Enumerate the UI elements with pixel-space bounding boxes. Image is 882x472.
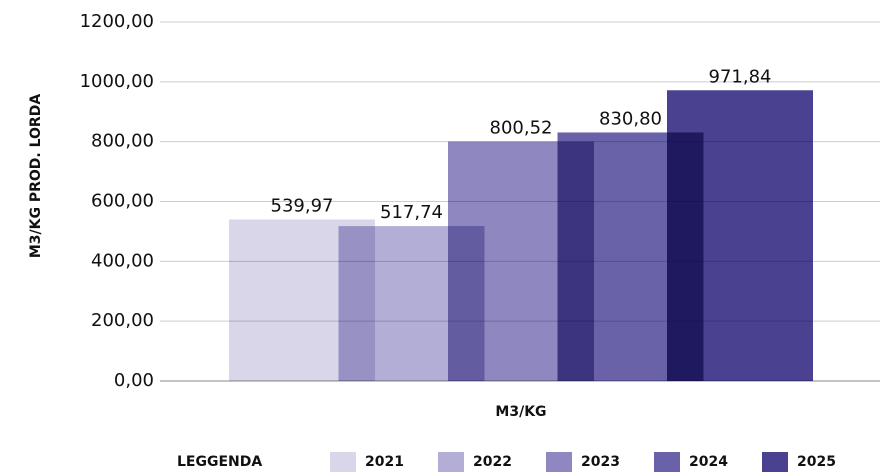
bar [667,90,813,381]
y-tick-label: 400,00 [91,250,154,271]
y-tick-label: 800,00 [91,131,154,152]
legend-label: 2025 [797,454,836,470]
y-axis-title: M3/KG PROD. LORDA [28,94,44,258]
x-tick-label: M3/KG [495,404,546,420]
legend-swatch [654,452,680,472]
value-label: 517,74 [380,202,443,223]
legend-label: 2023 [581,454,620,470]
y-tick-label: 1000,00 [80,71,154,92]
legend-swatch [438,452,464,472]
y-tick-label: 0,00 [114,370,154,391]
value-label: 800,52 [490,118,553,139]
legend-swatch [762,452,788,472]
legend-label: 2021 [365,454,404,470]
y-tick-label: 200,00 [91,310,154,331]
y-tick-label: 1200,00 [80,11,154,32]
legend-swatch [330,452,356,472]
legend-label: 2024 [689,454,728,470]
value-label: 830,80 [599,108,662,129]
y-tick-label: 600,00 [91,191,154,212]
legend-title: LEGGENDA [177,454,262,470]
legend-label: 2022 [473,454,512,470]
value-label: 539,97 [271,195,334,216]
legend-swatch [546,452,572,472]
value-label: 971,84 [709,66,772,87]
